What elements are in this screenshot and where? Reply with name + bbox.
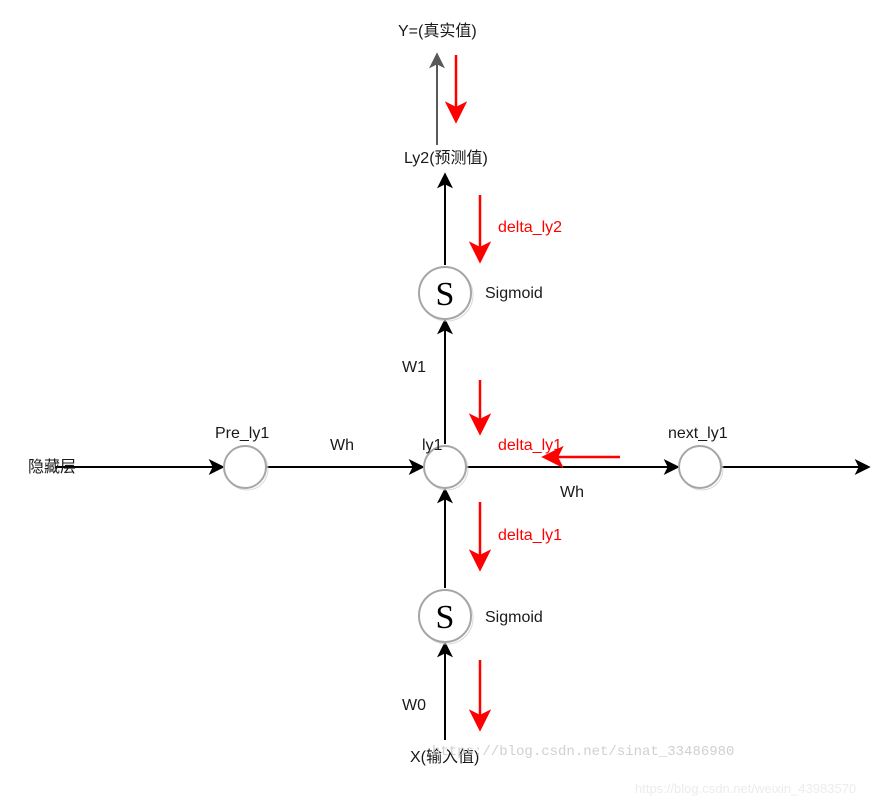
pre-ly1-node <box>224 446 268 490</box>
next-ly1-node <box>679 446 723 490</box>
ly1-label: ly1 <box>422 437 443 454</box>
sigmoid-bottom-node: S <box>419 590 473 644</box>
delta-ly1-lower-label: delta_ly1 <box>498 527 562 544</box>
sigmoid-bottom-label: Sigmoid <box>485 609 543 626</box>
sigmoid-top-label: Sigmoid <box>485 285 543 302</box>
watermark-2: https://blog.csdn.net/weixin_43983570 <box>635 781 856 796</box>
pre-ly1-label: Pre_ly1 <box>215 425 269 442</box>
w1-label: W1 <box>402 359 426 376</box>
next-ly1-label: next_ly1 <box>668 425 728 442</box>
rnn-diagram: S S Y=(真实值) Ly2(预测值) Sigmoid Sigmoid W1 … <box>0 0 882 799</box>
w0-label: W0 <box>402 697 426 714</box>
hidden-layer-label: 隐藏层 <box>28 458 76 476</box>
sigmoid-bottom-glyph: S <box>436 599 455 636</box>
y-true-label: Y=(真实值) <box>398 22 477 40</box>
wh-left-label: Wh <box>330 437 354 454</box>
delta-ly1-upper-label: delta_ly1 <box>498 437 562 454</box>
wh-right-label: Wh <box>560 484 584 501</box>
sigmoid-top-glyph: S <box>436 276 455 313</box>
delta-ly2-label: delta_ly2 <box>498 219 562 236</box>
watermark-1: https://blog.csdn.net/sinat_33486980 <box>432 744 734 760</box>
sigmoid-top-node: S <box>419 267 473 321</box>
ly2-label: Ly2(预测值) <box>404 149 488 167</box>
